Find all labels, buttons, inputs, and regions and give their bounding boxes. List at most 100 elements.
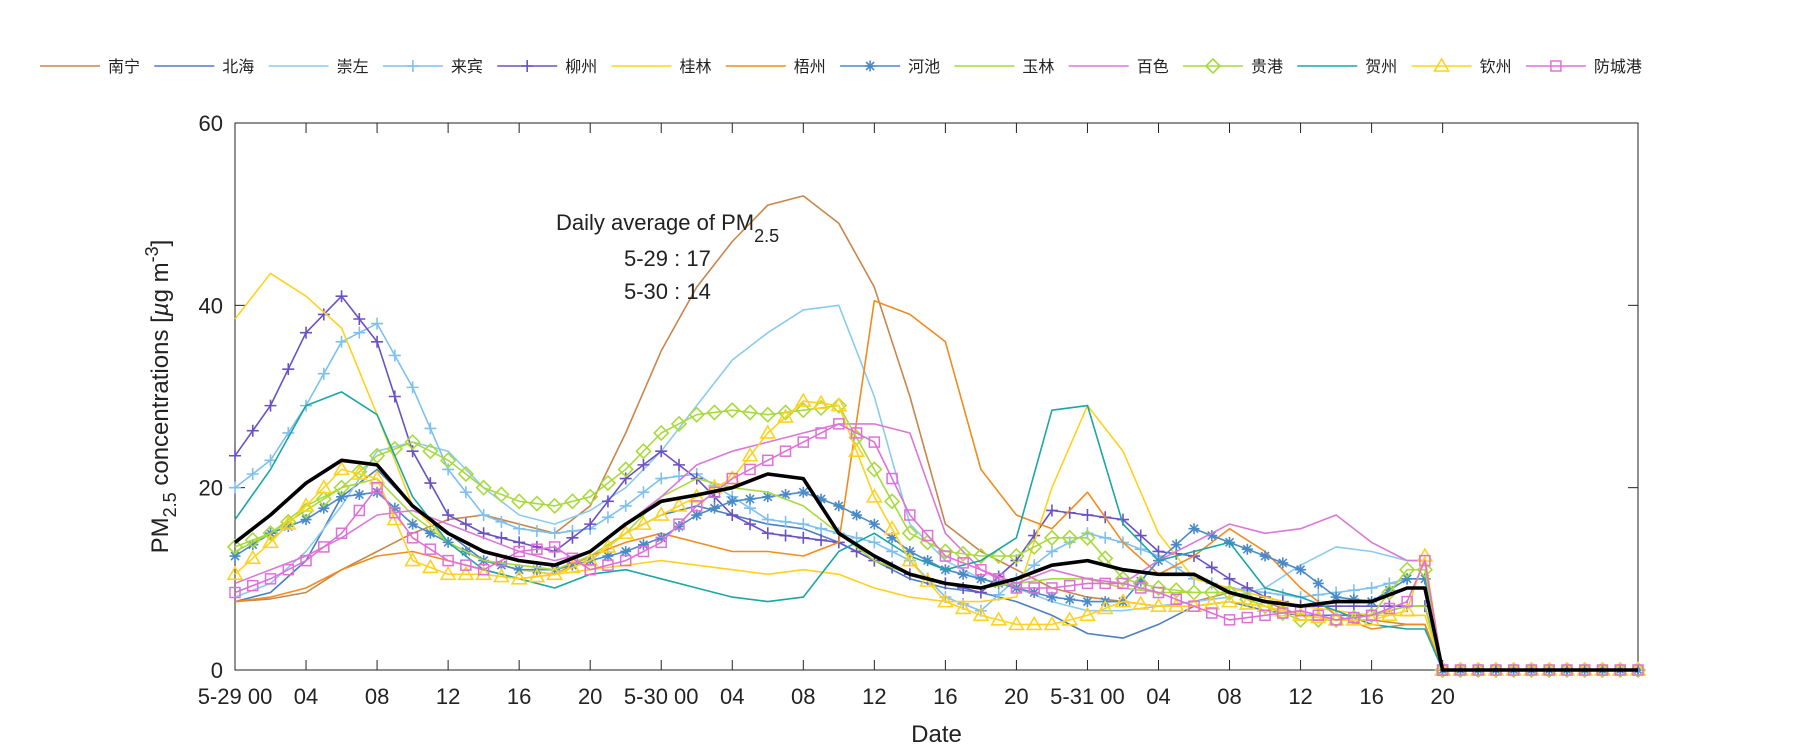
legend-label: 玉林 [1022,58,1054,76]
series-point [602,559,614,571]
series-point [1188,600,1200,612]
legend-label: 南宁 [108,58,140,76]
annotation-heading: Daily average of PM2.5 [556,210,779,246]
series-6 [234,272,1638,671]
series-point [404,433,421,451]
series-point [1045,545,1058,558]
series-point [1241,543,1253,555]
series-point [282,363,295,376]
series-point [1241,611,1254,624]
series-point [957,568,969,580]
series-point [653,424,670,442]
series-point [229,586,241,599]
series-point [868,436,881,448]
legend: 南宁 北海 崇左 来宾 柳州 桂林 梧州 河池 玉林 百色 贵港 贺州 钦州 防城港 [40,57,1642,76]
series-point [297,497,315,512]
series-point [1383,584,1395,596]
series-point [777,404,794,421]
series-point [830,397,847,414]
series-point [635,515,652,530]
series-point [1167,597,1185,612]
series-point [815,427,827,439]
series-point [528,495,546,512]
series-point [904,545,916,557]
x-tick-label: 20 [578,684,602,709]
series-point [599,538,617,553]
series-point [1312,609,1325,622]
series-point [353,504,366,517]
series-point [1064,593,1076,605]
series-point [244,531,261,549]
x-tick-label: 5-29 00 [198,684,273,709]
legend-entry: 河池 [840,58,940,76]
series-point [957,557,969,569]
series-point [779,445,792,457]
series-point [1096,599,1114,615]
series-point [244,549,262,565]
x-tick-label: 5-30 00 [624,684,699,709]
x-tick-label: 20 [1430,684,1454,709]
series-point [972,547,990,565]
series-point [317,308,330,321]
series-point [1259,550,1271,562]
series-point [353,489,365,501]
series-point [246,467,259,480]
series-point [617,524,635,540]
legend-entry: 玉林 [954,58,1054,76]
series-point [690,500,703,512]
series-point [1206,530,1218,542]
series-point [619,554,632,567]
series-point [777,408,794,423]
legend-entry: 钦州 [1411,57,1512,76]
series-point [407,518,419,530]
series-point [1046,582,1058,594]
series-point [1348,593,1360,605]
legend-label: 来宾 [451,58,483,76]
series-point [530,524,543,537]
series-point [1205,561,1218,574]
series-point [741,447,759,462]
series-point [226,538,244,556]
series-point [513,522,526,535]
legend-entry: 来宾 [382,58,483,76]
series-point [1277,557,1289,569]
series-point [815,493,827,505]
y-axis-title: PM2.5 concentrations [µg m-3] [142,240,180,554]
series-point [936,593,954,608]
series-point [1008,615,1025,631]
series-point [601,511,614,524]
series-point [229,449,241,462]
series-point [300,514,312,526]
series-point [1312,588,1325,601]
legend-marker [406,60,419,72]
series-point [459,518,472,531]
series-point [655,445,668,458]
x-tick-label: 12 [862,684,886,709]
series-point [833,418,845,430]
series-point [336,491,348,503]
series-point [620,545,632,557]
series-point [511,493,528,510]
series-point [1046,591,1058,603]
plot-frame [234,122,1639,671]
series-point [1312,577,1324,589]
series-point [635,443,652,460]
series-point [406,532,419,544]
series-point [1045,504,1058,517]
series-point [815,522,828,535]
series-point [247,579,259,592]
annotation-line-5-30: 5-30 : 14 [624,279,711,304]
series-point [421,558,439,574]
series-point [300,326,313,339]
series-point [439,565,457,581]
series-point [709,502,721,514]
series-point [850,427,863,439]
series-point [1223,572,1236,585]
series-point [226,565,244,581]
series-point [492,567,510,583]
series-point [424,477,437,490]
series-point [1398,602,1416,617]
series-point [389,506,401,519]
legend-entry: 梧州 [725,58,826,76]
series-point [1135,575,1147,587]
